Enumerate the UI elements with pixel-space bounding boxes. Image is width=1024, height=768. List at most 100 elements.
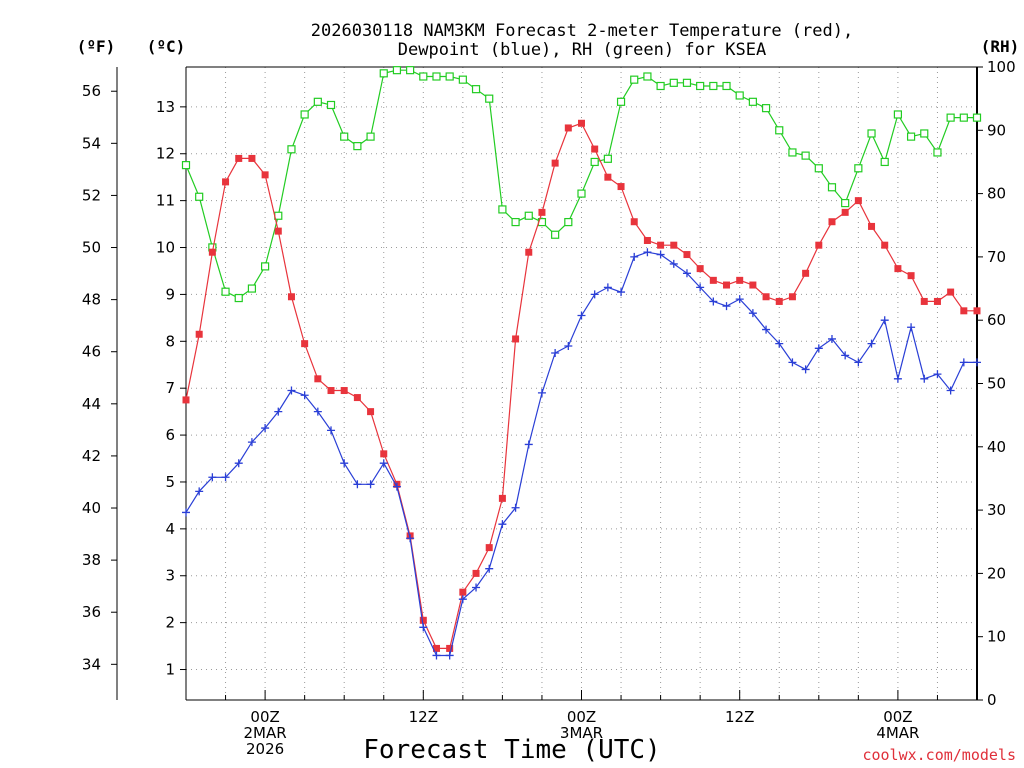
celsius-tick-label: 10: [156, 239, 175, 257]
celsius-tick-label: 9: [165, 285, 175, 303]
data-point: [512, 335, 520, 343]
data-point: [458, 75, 467, 84]
data-point: [366, 480, 375, 489]
data-point: [960, 307, 968, 315]
data-point: [578, 119, 585, 127]
rh-tick-label: 70: [987, 248, 1006, 266]
data-point: [459, 588, 467, 596]
data-point: [775, 126, 784, 135]
data-point: [906, 132, 916, 141]
celsius-tick-label: 13: [156, 98, 175, 116]
data-point: [366, 132, 375, 141]
celsius-tick-label: 12: [156, 145, 175, 163]
celsius-tick-label: 5: [165, 473, 175, 491]
data-point: [248, 154, 256, 162]
data-point: [261, 424, 270, 433]
data-point: [616, 97, 626, 106]
data-point: [775, 339, 784, 348]
data-point: [788, 358, 797, 367]
data-point: [287, 145, 296, 154]
data-point: [446, 644, 454, 652]
data-point: [287, 386, 296, 395]
celsius-tick-label: 8: [165, 332, 175, 350]
data-point: [959, 358, 968, 367]
data-point: [907, 272, 915, 280]
data-point: [893, 110, 903, 119]
data-point: [656, 250, 665, 259]
data-point: [801, 365, 810, 374]
data-point: [485, 564, 494, 573]
data-point: [222, 178, 230, 186]
data-point: [682, 78, 692, 87]
data-point: [419, 72, 428, 81]
data-point: [735, 91, 744, 100]
data-point: [564, 341, 573, 350]
data-point: [182, 396, 190, 404]
rh-tick-label: 80: [987, 185, 1006, 203]
data-point: [933, 370, 942, 379]
data-point: [551, 230, 560, 239]
x-tick-label: 4MAR: [876, 724, 919, 742]
data-point: [195, 192, 204, 201]
celsius-tick-label: 7: [165, 379, 175, 397]
data-point: [551, 349, 560, 358]
celsius-unit-label: (ºC): [147, 37, 186, 56]
data-point: [221, 287, 230, 296]
data-point: [762, 293, 770, 301]
data-point: [788, 148, 797, 157]
data-point: [723, 281, 731, 289]
data-point: [247, 438, 256, 447]
data-point: [498, 205, 507, 214]
data-point: [736, 276, 744, 284]
rh-tick-label: 10: [987, 628, 1006, 646]
fahrenheit-tick-label: 40: [82, 499, 101, 517]
data-point: [722, 81, 731, 91]
data-point: [182, 508, 190, 517]
data-point: [696, 81, 705, 91]
x-tick-label: 2MAR: [244, 724, 287, 742]
data-point: [867, 339, 876, 348]
data-point: [300, 391, 309, 400]
data-point: [353, 142, 362, 151]
rh-tick-label: 100: [987, 58, 1016, 76]
data-point: [314, 375, 322, 383]
data-point: [181, 161, 191, 170]
x-tick-label: 12Z: [725, 708, 754, 726]
data-point: [432, 644, 440, 652]
data-point: [537, 388, 546, 397]
rh-tick-label: 0: [987, 691, 997, 709]
data-point: [709, 81, 718, 91]
chart-title-line1: 2026030118 NAM3KM Forecast 2-meter Tempe…: [311, 21, 853, 41]
series-dewpoint: [182, 248, 981, 660]
data-point: [841, 351, 850, 360]
data-point: [709, 297, 718, 306]
fahrenheit-tick-label: 56: [82, 82, 101, 100]
fahrenheit-tick-label: 54: [82, 134, 101, 152]
data-point: [379, 69, 388, 78]
rh-tick-label: 50: [987, 375, 1006, 393]
data-point: [590, 157, 599, 167]
data-point: [894, 265, 902, 273]
data-point: [247, 284, 257, 293]
data-point: [973, 358, 981, 367]
data-point: [841, 198, 850, 208]
data-point: [221, 473, 230, 482]
data-point: [471, 85, 481, 94]
data-point: [287, 293, 295, 301]
data-point: [946, 386, 955, 395]
data-point: [801, 151, 810, 160]
data-point: [880, 157, 889, 167]
data-point: [340, 387, 348, 395]
data-point: [920, 374, 929, 383]
data-point: [195, 330, 203, 338]
data-point: [669, 259, 678, 268]
data-point: [261, 262, 270, 271]
x-tick-label: 00Z: [567, 708, 596, 726]
data-point: [353, 394, 361, 402]
x-tick-label: 12Z: [409, 708, 438, 726]
data-point: [313, 407, 322, 416]
data-point: [617, 288, 626, 297]
data-point: [643, 248, 652, 257]
data-point: [208, 473, 217, 482]
data-point: [485, 544, 493, 552]
